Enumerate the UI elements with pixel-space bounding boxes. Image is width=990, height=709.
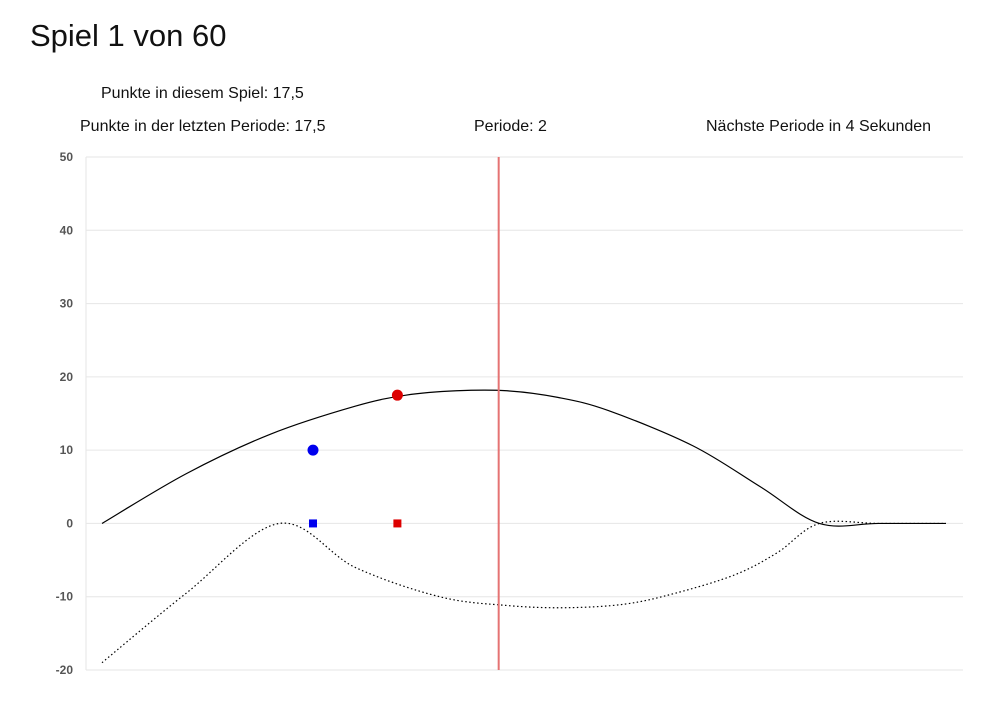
period-label: Periode: 2 <box>474 118 547 135</box>
red-circle-marker[interactable] <box>391 389 403 401</box>
y-tick-label: -10 <box>56 590 74 604</box>
grid-lines <box>85 156 963 671</box>
y-tick-label: 40 <box>60 223 74 237</box>
y-tick-label: 50 <box>60 150 74 164</box>
markers <box>307 389 403 528</box>
last-period-points-label: Punkte in der letzten Periode: 17,5 <box>80 118 326 135</box>
blue-square-marker[interactable] <box>309 519 317 528</box>
y-tick-label: 0 <box>66 516 73 530</box>
y-axis-ticks: 50 40 30 20 10 0 -10 -20 <box>56 150 74 677</box>
game-points-label: Punkte in diesem Spiel: 17,5 <box>101 85 304 102</box>
red-square-marker[interactable] <box>393 519 402 528</box>
y-tick-label: 10 <box>60 443 74 457</box>
y-tick-label: 30 <box>60 297 74 311</box>
dotted-curve <box>101 520 946 664</box>
blue-circle-marker[interactable] <box>307 444 319 456</box>
next-period-countdown: Nächste Periode in 4 Sekunden <box>706 118 932 135</box>
game-title: Spiel 1 von 60 <box>30 18 227 53</box>
y-tick-label: -20 <box>56 663 74 677</box>
solid-curve <box>101 389 946 527</box>
curves <box>101 389 946 664</box>
y-tick-label: 20 <box>60 370 74 384</box>
